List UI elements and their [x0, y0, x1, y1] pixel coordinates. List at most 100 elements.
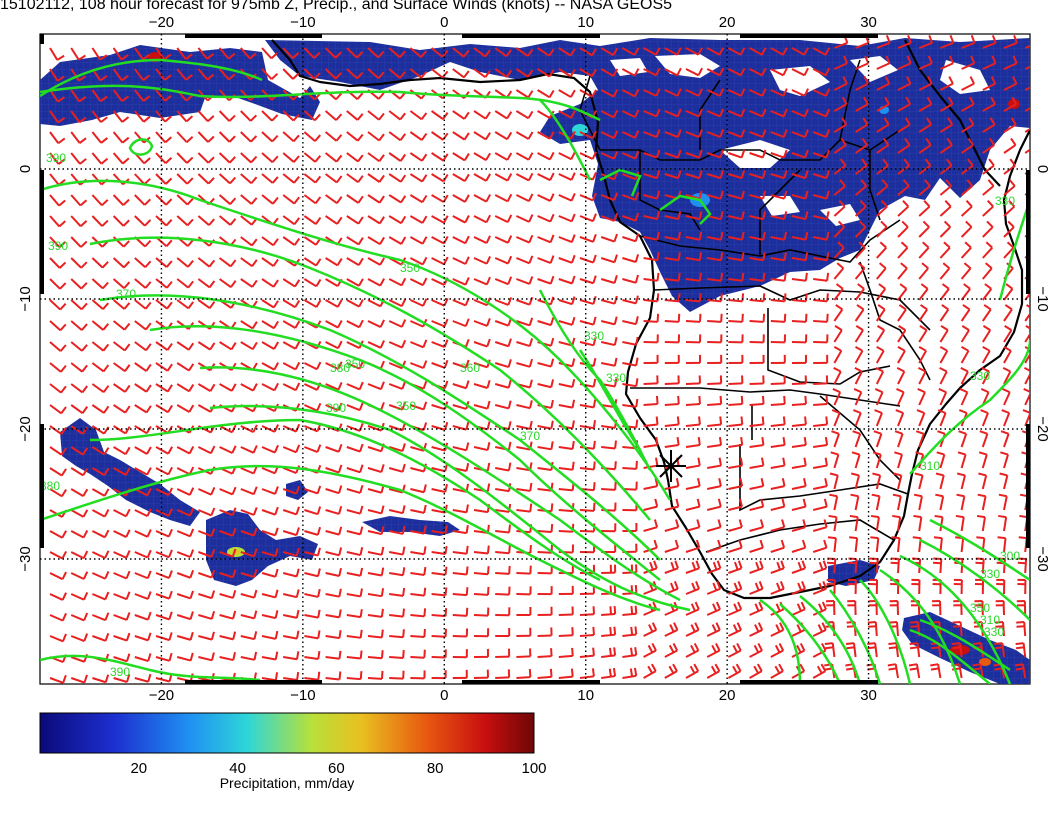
wind-barb: [219, 590, 237, 599]
wind-barb: [728, 581, 743, 595]
wind-barb: [431, 152, 449, 162]
wind-barb: [961, 55, 976, 70]
wind-barb: [495, 545, 511, 555]
wind-barb: [979, 430, 989, 448]
wind-barb: [134, 215, 152, 227]
wind-barb: [706, 47, 725, 56]
wind-barb: [728, 211, 745, 221]
wind-barb: [176, 152, 194, 164]
wind-barb: [282, 194, 300, 205]
wind-barb: [388, 194, 407, 204]
wind-barb: [134, 673, 152, 683]
wind-barb: [791, 190, 809, 200]
wind-barb: [812, 560, 828, 574]
wind-barb: [855, 117, 869, 133]
wind-barb: [918, 158, 932, 175]
wind-barb: [473, 628, 490, 638]
wind-barb: [622, 398, 639, 408]
wind-barb: [452, 649, 468, 659]
wind-barb: [918, 179, 931, 196]
wind-barb: [134, 570, 152, 580]
wind-barb: [452, 110, 470, 120]
wind-barb: [664, 149, 682, 159]
wind-barb: [749, 47, 767, 56]
wind-barb: [70, 215, 88, 228]
wind-barb: [936, 451, 946, 469]
wind-barb: [176, 466, 195, 476]
colorbar-tick-label: 60: [328, 760, 345, 777]
wind-barb: [956, 493, 966, 511]
wind-barb: [972, 663, 984, 679]
wind-barb: [960, 283, 971, 301]
wind-barb: [240, 610, 258, 620]
wind-barb: [749, 436, 765, 448]
wind-barb: [1016, 621, 1027, 637]
wind-barb: [622, 254, 640, 264]
wind-barb: [939, 346, 949, 364]
wind-barb: [812, 211, 830, 221]
wind-barb: [558, 296, 576, 306]
wind-barb: [749, 129, 767, 138]
contour-label: 330: [970, 369, 990, 383]
wind-barb: [409, 47, 428, 58]
wind-barb: [70, 404, 89, 414]
wind-barb: [643, 313, 660, 323]
wind-barb: [452, 194, 470, 203]
map-title: 15102112, 108 hour forecast for 975mb Z,…: [0, 0, 673, 13]
wind-barb: [706, 622, 721, 637]
wind-barb: [473, 380, 491, 389]
wind-barb: [133, 47, 151, 61]
wind-barb: [176, 47, 193, 60]
wind-barb: [346, 650, 363, 660]
wind-barb: [473, 110, 491, 120]
wind-barb: [70, 674, 88, 684]
wind-barb: [812, 622, 827, 637]
wind-barb: [537, 68, 555, 78]
wind-barb: [994, 621, 1005, 637]
wind-barb: [324, 173, 343, 184]
wind-barb: [515, 152, 534, 161]
wind-barb: [833, 158, 847, 175]
wind-barb: [473, 607, 490, 617]
wind-barb: [515, 131, 534, 140]
wind-barb: [134, 194, 152, 206]
wind-barb: [176, 194, 194, 206]
wind-barb: [367, 257, 385, 266]
wind-barb: [876, 179, 889, 196]
wind-barb: [304, 630, 321, 640]
wind-barb: [198, 507, 216, 517]
wind-barb: [897, 241, 909, 259]
wind-barb: [388, 505, 406, 515]
wind-barb: [854, 179, 868, 196]
wind-barb: [325, 464, 343, 474]
wind-barb: [325, 567, 342, 577]
wind-barb: [537, 275, 555, 285]
wind-barb: [727, 663, 742, 679]
wind-barb: [49, 299, 67, 311]
wind-barb: [833, 367, 842, 385]
wind-barb: [324, 89, 343, 101]
wind-barb: [997, 536, 1007, 553]
wind-barb: [91, 299, 109, 310]
wind-barb: [908, 663, 921, 679]
wind-barb: [113, 550, 131, 559]
wind-barb: [918, 137, 932, 154]
wind-barb: [240, 47, 257, 60]
wind-barb: [155, 446, 173, 455]
wind-barb: [389, 587, 406, 597]
wind-barb: [388, 525, 406, 535]
wind-barb: [495, 669, 511, 679]
wind-barb: [261, 110, 279, 122]
wind-barb: [261, 589, 279, 599]
wind-barb: [452, 525, 469, 535]
wind-barb: [70, 278, 88, 290]
wind-barb: [685, 170, 703, 180]
wind-barb: [452, 235, 470, 245]
lon-tick-label-top: 0: [440, 14, 448, 31]
wind-barb: [494, 193, 513, 203]
lon-tick-label-top: 10: [577, 14, 594, 31]
wind-barb: [622, 605, 638, 616]
wind-barb: [849, 514, 859, 532]
wind-barb: [452, 380, 470, 390]
wind-barb: [872, 472, 882, 490]
